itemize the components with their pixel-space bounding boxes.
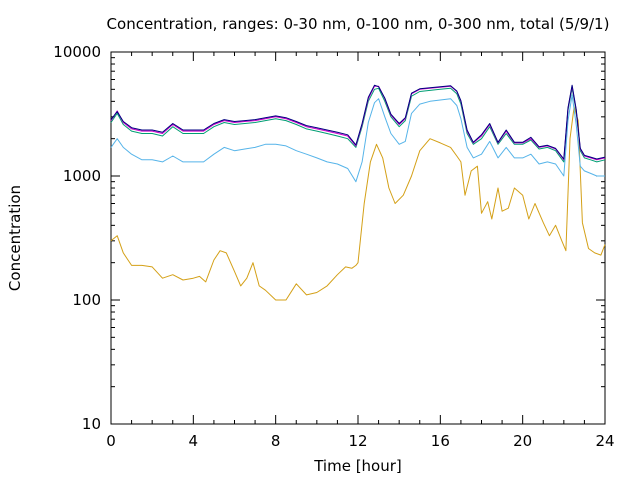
y-tick-label: 10	[82, 415, 101, 433]
x-tick-label: 0	[106, 432, 116, 450]
y-axis-label: Concentration	[6, 185, 24, 291]
x-tick-label: 4	[189, 432, 199, 450]
x-axis: 0 4 8 12 16 20 24	[106, 52, 615, 450]
series-layer	[110, 84, 606, 301]
x-tick-label: 24	[595, 432, 614, 450]
x-tick-label: 20	[513, 432, 532, 450]
series-line-2	[110, 94, 605, 183]
x-axis-label: Time [hour]	[313, 457, 402, 475]
series-line-4	[110, 85, 606, 161]
chart-title: Concentration, ranges: 0-30 nm, 0-100 nm…	[107, 15, 610, 33]
x-tick-label: 12	[348, 432, 367, 450]
x-tick-label: 8	[271, 432, 281, 450]
y-tick-label: 10000	[53, 43, 101, 61]
series-line-1	[110, 106, 606, 301]
y-tick-label: 1000	[63, 167, 101, 185]
plot-frame	[110, 51, 606, 425]
y-axis: 10 100 1000 10000	[53, 43, 605, 433]
x-tick-label: 16	[431, 432, 450, 450]
series-line-5	[110, 84, 606, 160]
y-tick-label: 100	[72, 291, 101, 309]
series-line-3	[110, 87, 606, 163]
